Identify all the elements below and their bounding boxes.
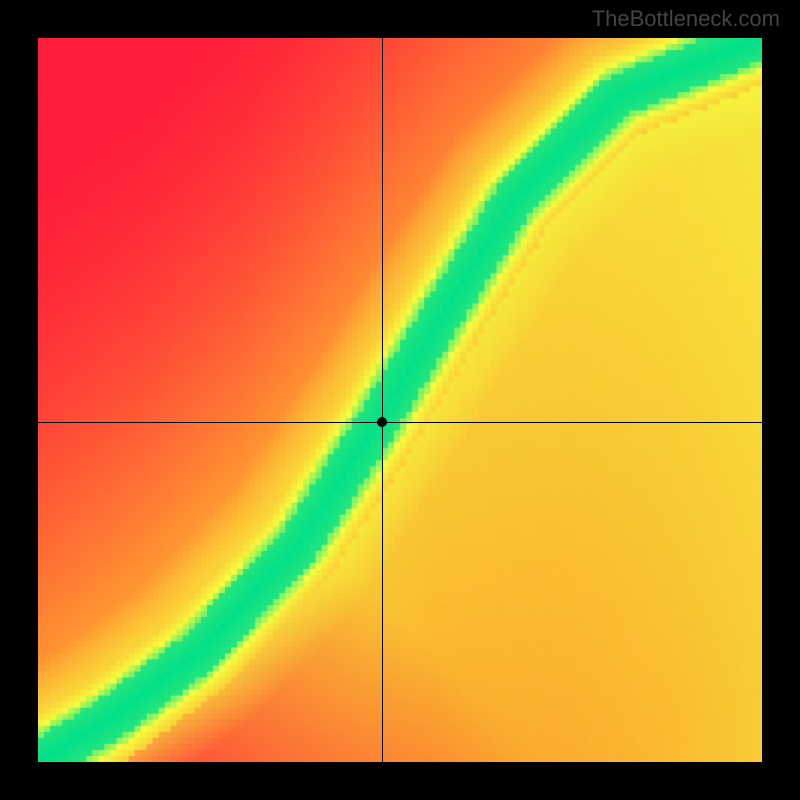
heatmap-container: [38, 38, 762, 762]
crosshair-vertical: [382, 38, 383, 762]
marker-dot: [377, 417, 387, 427]
watermark-text: TheBottleneck.com: [592, 6, 780, 32]
crosshair-horizontal: [38, 422, 762, 423]
heatmap-canvas: [38, 38, 762, 762]
